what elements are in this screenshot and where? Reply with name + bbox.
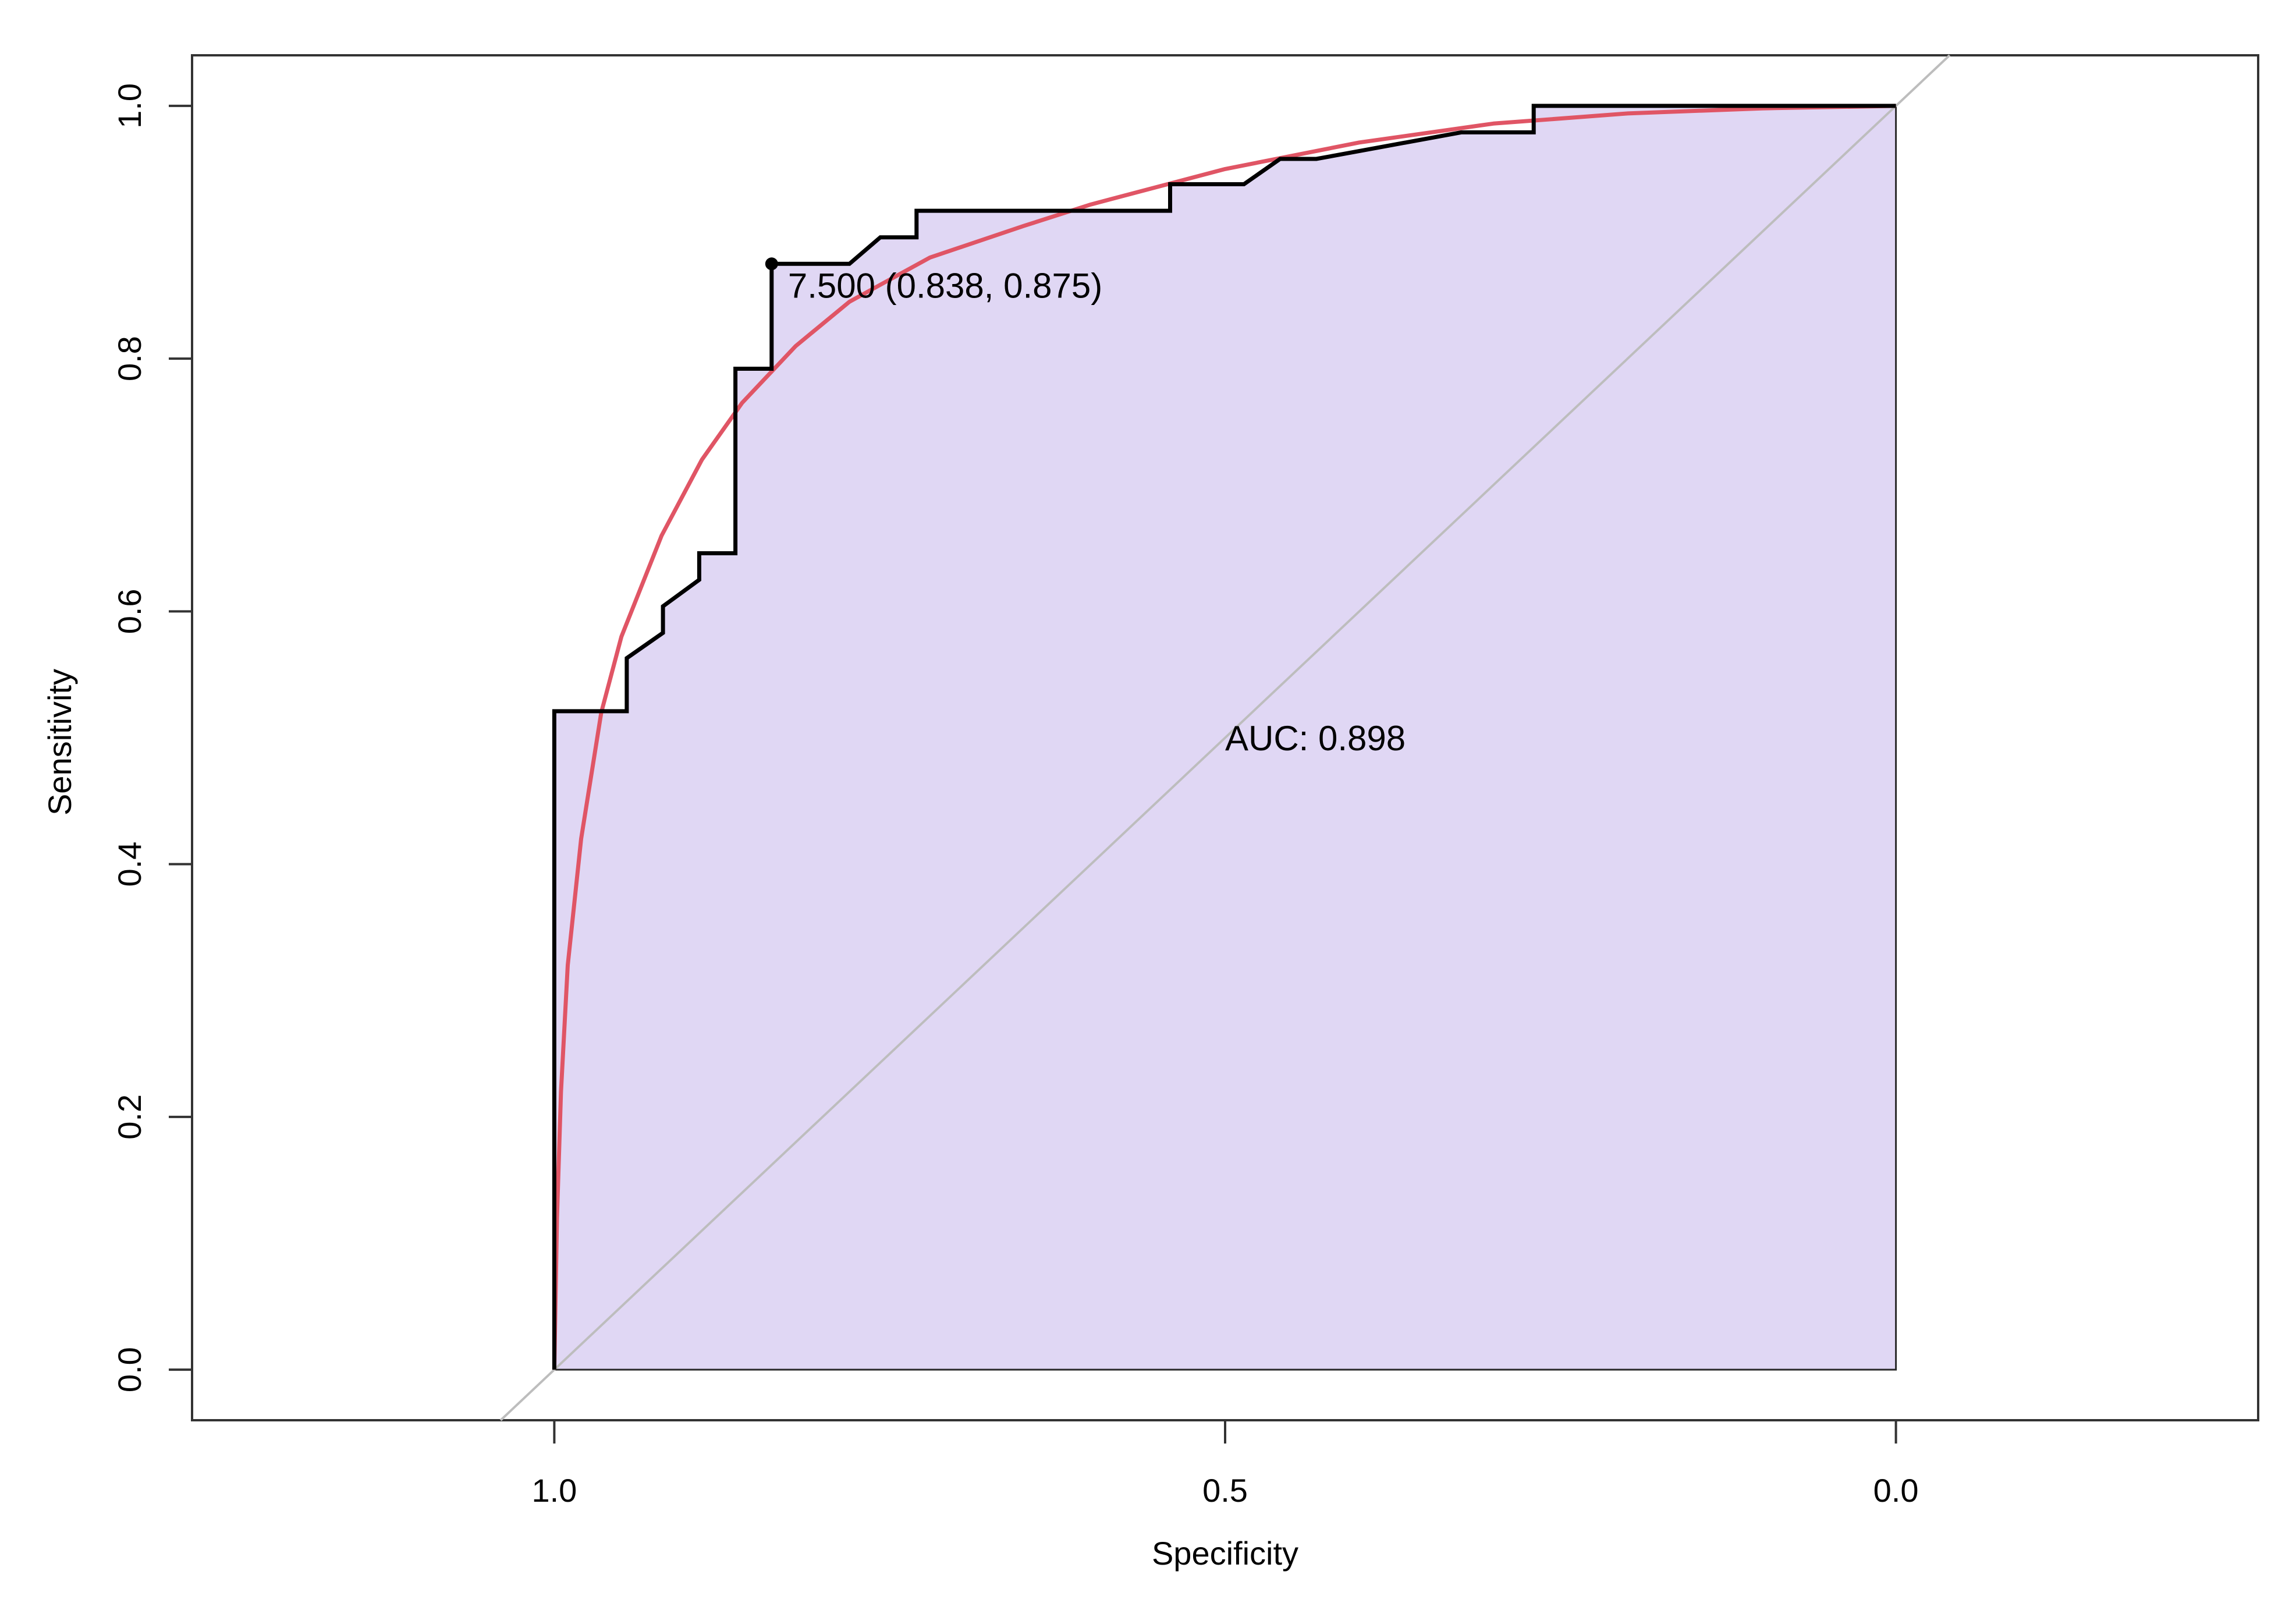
x-axis-title: Specificity: [1152, 1535, 1298, 1572]
smoothed-roc-curve: [552, 104, 1896, 1370]
threshold-annotation: 7.500 (0.838, 0.875): [788, 266, 1102, 305]
y-tick-label: 0.8: [111, 336, 148, 381]
threshold-point: [765, 257, 778, 271]
empirical-roc-line: [552, 104, 1896, 1370]
diagonal-reference-line: [499, 54, 1951, 1421]
auc-annotation: AUC: 0.898: [1225, 719, 1406, 758]
y-tick-label: 0.0: [111, 1347, 148, 1392]
y-tick-label: 1.0: [111, 83, 148, 129]
y-tick-label: 0.4: [111, 842, 148, 887]
x-tick-label: 0.0: [1873, 1472, 1919, 1509]
y-tick-label: 0.6: [111, 588, 148, 634]
x-tick-label: 1.0: [531, 1472, 577, 1509]
y-tick-label: 0.2: [111, 1094, 148, 1140]
smooth-curve-layer: [552, 104, 1896, 1370]
y-axis-title: Sensitivity: [41, 669, 78, 815]
roc-line-layer: [552, 104, 1896, 1370]
axes-layer: 1.0 0.5 0.0 0.0 0.2 0.4 0.6 0.8 1.0: [111, 83, 1919, 1509]
x-tick-label: 0.5: [1202, 1472, 1248, 1509]
diagonal-layer: [499, 54, 1951, 1421]
